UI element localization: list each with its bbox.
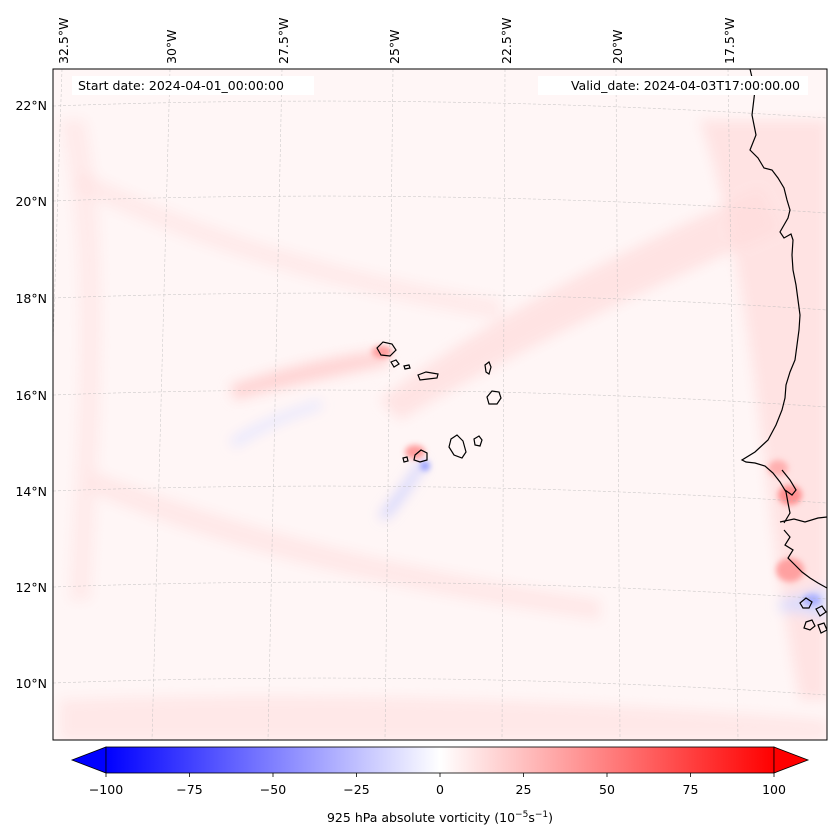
coastline-senegal-inlet [781,469,797,496]
start-date-box [72,76,314,95]
parallel-10n [53,677,827,696]
island-maio [473,435,483,447]
colorbar-tick-label: −25 [343,782,369,797]
colorbar-title-exp2: −1 [535,810,548,820]
negative-vorticity-southeast [780,585,827,620]
colorbar-title-exp1: −5 [515,810,528,820]
colorbar-tick-label: −100 [89,782,123,797]
coastline-guinea-bissau [783,529,827,589]
colorbar-extend-low [70,746,107,774]
lon-label-30w: 30°W [164,29,179,64]
lon-label-22-5w: 22.5°W [499,18,514,64]
parallel-14n [53,485,827,504]
coastline-bissagos-3 [803,619,816,631]
lat-label-18n: 18°N [15,291,47,306]
parallel-16n [53,389,827,408]
meridian-32-5w [53,69,63,353]
vorticity-field-background [53,69,827,740]
meridian-27-5w [267,69,283,740]
meridian-gridlines [53,69,739,740]
colorbar-tick-label: 100 [762,782,786,797]
lat-label-14n: 14°N [15,484,47,499]
negative-vorticity-west [230,400,322,448]
hotspot-fogo [405,445,425,459]
island-santa-luzia [403,364,411,370]
meridian-20w [615,69,621,740]
coastline-bissagos-4 [817,622,827,634]
parallel-18n [53,292,827,311]
colorbar-title: 925 hPa absolute vorticity (10−5s−1) [327,810,553,825]
colorbar-tick-labels: −100 −75 −50 −25 0 25 50 75 100 [89,782,786,797]
colorbar-extend-high [773,746,810,774]
meridian-30w [151,69,171,740]
island-brava [402,456,409,463]
parallel-20n [53,195,827,214]
colorbar-tick-label: −75 [176,782,202,797]
coldspot-coast [803,594,821,606]
colorbar-tick-label: 25 [516,782,532,797]
vorticity-band-upper [75,170,500,320]
island-sao-vicente [390,359,400,368]
coastline-bissagos-2 [815,605,827,617]
vorticity-band-bottom [60,696,827,740]
colorbar-gradient [105,746,775,774]
coastline-gambia-casamance [779,516,827,523]
parallel-12n [53,581,827,600]
vorticity-band-south [85,470,600,620]
vorticity-band-west [60,120,101,600]
colorbar-tick-label: 0 [436,782,444,797]
lon-label-32-5w: 32.5°W [56,18,71,64]
latitude-labels: 22°N 20°N 18°N 16°N 14°N 12°N 10°N [15,98,47,691]
coldspot-fogo [420,461,430,471]
map-panel: Start date: 2024-04-01_00:00:00 Valid_da… [53,69,827,740]
colorbar-tick-label: 50 [599,782,615,797]
island-santo-antao [376,341,397,357]
lon-label-20w: 20°W [610,29,625,64]
island-santiago [448,434,467,459]
vorticity-band-central [230,350,390,400]
valid-date-label: Valid_date: 2024-04-03T17:00:00.00 [571,78,800,93]
meridian-22-5w [501,69,506,740]
coastline-bissagos-1 [799,597,813,609]
coastline-mauritania-senegal [740,69,801,524]
start-date-label: Start date: 2024-04-01_00:00:00 [78,78,284,93]
colorbar: −100 −75 −50 −25 0 25 50 75 100 925 hPa … [70,746,810,825]
map-border [52,68,828,741]
colorbar-title-text: 925 hPa absolute vorticity (10 [327,810,515,825]
colorbar-title-end: ) [548,810,553,825]
hotspot-coast-12n [776,558,804,582]
parallel-gridlines [53,100,827,696]
lon-label-27-5w: 27.5°W [276,18,291,64]
vorticity-band-east-coast [700,120,827,700]
island-sao-nicolau [417,371,439,381]
meridian-17-5w [727,69,739,740]
island-sal [484,361,492,375]
lon-label-25w: 25°W [387,29,402,64]
island-boa-vista [486,390,502,405]
lat-label-12n: 12°N [15,580,47,595]
vorticity-band-northeast [380,190,780,420]
longitude-labels: 32.5°W 30°W 27.5°W 25°W 22.5°W 20°W 17.5… [56,18,737,64]
negative-vorticity-streak [380,460,425,520]
lat-label-10n: 10°N [15,676,47,691]
colorbar-title-unit: s [528,810,535,825]
valid-date-box [538,76,808,95]
lon-label-17-5w: 17.5°W [722,18,737,64]
lat-label-20n: 20°N [15,194,47,209]
lat-label-16n: 16°N [15,388,47,403]
meridian-25w [384,69,394,740]
cabo-verde-islands [376,341,502,463]
vorticity-field [60,120,827,740]
lat-label-22n: 22°N [15,98,47,113]
island-fogo [413,449,428,463]
hotspot-coast-14n [778,485,802,505]
parallel-22n [53,100,827,119]
colorbar-ticks [105,773,775,777]
colorbar-tick-label: 75 [683,782,699,797]
colorbar-tick-label: −50 [260,782,286,797]
west-africa-coastline [740,69,827,634]
